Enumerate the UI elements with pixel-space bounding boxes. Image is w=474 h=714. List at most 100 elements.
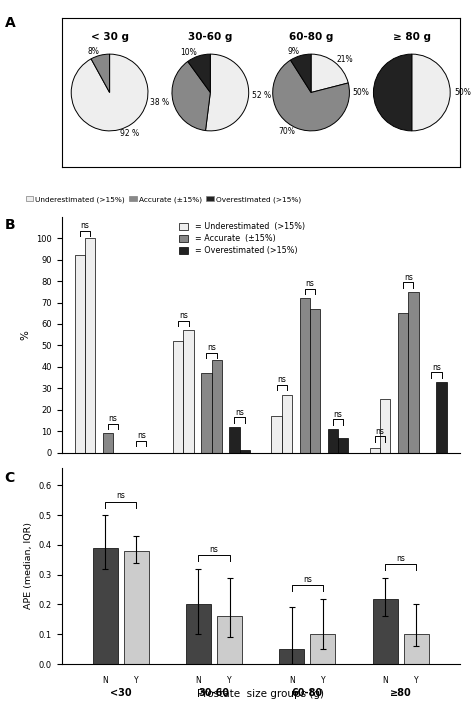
Text: Y: Y xyxy=(134,676,138,685)
Text: N: N xyxy=(302,468,308,476)
Wedge shape xyxy=(291,54,311,93)
Title: 30-60 g: 30-60 g xyxy=(188,32,233,42)
Legend: = Underestimated  (>15%), = Accurate  (±15%), = Overestimated (>15%): = Underestimated (>15%), = Accurate (±15… xyxy=(177,221,307,257)
Text: N: N xyxy=(232,468,237,476)
Text: ns: ns xyxy=(116,491,125,501)
Text: Y: Y xyxy=(227,676,232,685)
Wedge shape xyxy=(91,54,109,93)
Text: N: N xyxy=(196,676,201,685)
Text: ns: ns xyxy=(404,273,413,281)
Text: N: N xyxy=(77,468,83,476)
Wedge shape xyxy=(188,54,210,93)
Text: 60-80: 60-80 xyxy=(292,688,323,698)
Text: 50%: 50% xyxy=(353,88,370,97)
Text: Y: Y xyxy=(186,468,191,476)
Text: Y: Y xyxy=(341,468,346,476)
Wedge shape xyxy=(412,54,450,131)
Text: B: B xyxy=(5,218,15,232)
Text: ns: ns xyxy=(81,221,90,230)
Bar xyxy=(282,395,292,453)
Bar xyxy=(328,429,338,453)
Bar xyxy=(373,598,398,664)
Text: Y: Y xyxy=(320,676,325,685)
Text: 8%: 8% xyxy=(87,47,99,56)
Bar xyxy=(183,331,194,453)
Bar xyxy=(279,649,304,664)
Bar xyxy=(103,433,113,453)
Legend: Underestimated (>15%), Accurate (±15%), Overestimated (>15%): Underestimated (>15%), Accurate (±15%), … xyxy=(23,193,304,206)
Text: ns: ns xyxy=(396,554,405,563)
Text: A: A xyxy=(5,16,16,30)
Text: ns: ns xyxy=(432,363,441,371)
Wedge shape xyxy=(311,54,348,93)
Text: C: C xyxy=(5,471,15,486)
Wedge shape xyxy=(71,54,148,131)
Bar xyxy=(380,399,391,453)
Bar xyxy=(404,634,428,664)
Text: N: N xyxy=(289,676,295,685)
Bar xyxy=(310,309,320,453)
Text: 38 %: 38 % xyxy=(150,99,169,108)
Text: <30: <30 xyxy=(101,487,126,497)
Text: N: N xyxy=(330,468,336,476)
Text: ≥80: ≥80 xyxy=(390,688,411,698)
Text: ns: ns xyxy=(109,414,118,423)
Bar xyxy=(124,551,149,664)
Text: N: N xyxy=(274,468,280,476)
Text: N: N xyxy=(372,468,378,476)
Bar xyxy=(85,238,95,453)
Text: ns: ns xyxy=(334,410,342,418)
Text: ns: ns xyxy=(303,575,312,583)
Text: Y: Y xyxy=(383,468,388,476)
Bar xyxy=(201,373,211,453)
Text: Y: Y xyxy=(144,468,149,476)
Text: <30: <30 xyxy=(110,688,131,698)
Bar xyxy=(300,298,310,453)
Text: ns: ns xyxy=(207,343,216,352)
Bar xyxy=(173,341,183,453)
Bar xyxy=(75,256,85,453)
Text: N: N xyxy=(382,676,388,685)
Title: < 30 g: < 30 g xyxy=(91,32,128,42)
Wedge shape xyxy=(273,60,349,131)
Text: ns: ns xyxy=(277,376,286,384)
Text: 30-60: 30-60 xyxy=(199,688,229,698)
Text: N: N xyxy=(428,468,434,476)
Text: Y: Y xyxy=(88,468,92,476)
Bar xyxy=(272,416,282,453)
Text: ns: ns xyxy=(137,431,146,440)
Text: 30-60: 30-60 xyxy=(194,487,229,497)
Text: ns: ns xyxy=(210,545,219,554)
Text: N: N xyxy=(133,468,139,476)
Bar xyxy=(211,361,222,453)
Text: 50%: 50% xyxy=(454,88,471,97)
Y-axis label: APE (median, IQR): APE (median, IQR) xyxy=(24,523,33,609)
Text: 60-80: 60-80 xyxy=(292,487,328,497)
Bar xyxy=(408,292,419,453)
Text: Y: Y xyxy=(411,468,416,476)
Bar xyxy=(338,438,348,453)
Text: N: N xyxy=(400,468,406,476)
Text: N: N xyxy=(175,468,181,476)
Y-axis label: %: % xyxy=(20,330,31,340)
Text: ns: ns xyxy=(376,427,384,436)
X-axis label: Prostate  size groups (g): Prostate size groups (g) xyxy=(197,478,324,488)
Text: N: N xyxy=(105,468,111,476)
Text: 70%: 70% xyxy=(279,127,295,136)
Text: 21%: 21% xyxy=(337,55,354,64)
Wedge shape xyxy=(172,61,210,131)
Title: 60-80 g: 60-80 g xyxy=(289,32,333,42)
Text: N: N xyxy=(102,676,108,685)
Bar xyxy=(398,313,408,453)
Text: Y: Y xyxy=(284,468,289,476)
X-axis label: Prostate  size groups (g): Prostate size groups (g) xyxy=(197,689,324,699)
Text: Y: Y xyxy=(116,468,120,476)
Bar xyxy=(93,548,118,664)
Text: N: N xyxy=(203,468,209,476)
Text: Y: Y xyxy=(313,468,318,476)
Bar xyxy=(370,448,380,453)
Text: 92 %: 92 % xyxy=(120,129,139,138)
Bar xyxy=(437,382,447,453)
Text: ns: ns xyxy=(179,311,188,320)
Bar xyxy=(186,605,211,664)
